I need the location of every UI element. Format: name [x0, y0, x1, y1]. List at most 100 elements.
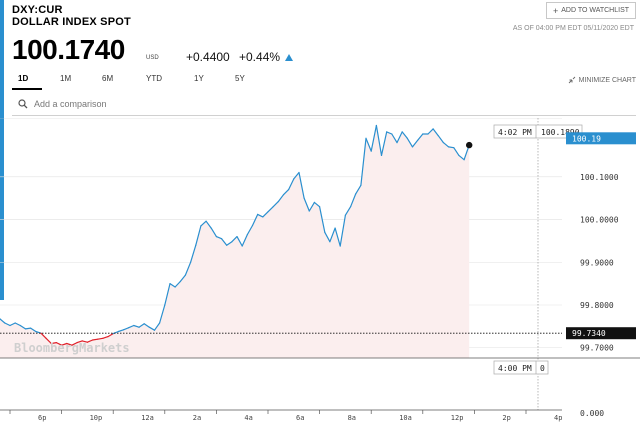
x-axis-labels: 6p 10p 12a 2a 4a 6a 8a 10a 12p 2p 4p — [9, 410, 562, 422]
line-segment — [91, 338, 99, 341]
line-segment — [432, 128, 439, 137]
line-segment — [86, 339, 94, 343]
line-segment — [406, 137, 414, 148]
line-segment — [66, 342, 73, 346]
price-line — [0, 124, 470, 346]
minimize-chart-button[interactable]: MINIMIZE CHART — [568, 76, 636, 84]
add-to-watchlist-button[interactable]: + ADD TO WATCHLIST — [546, 2, 636, 19]
line-segment — [4, 322, 11, 327]
x-tick-label-0: 6p — [38, 414, 46, 422]
line-segment — [365, 137, 372, 152]
tab-1m[interactable]: 1M — [60, 74, 72, 83]
tab-1d[interactable]: 1D — [18, 74, 29, 83]
line-segment — [236, 235, 243, 247]
line-segment — [195, 225, 202, 246]
x-tick-label-7: 10a — [399, 414, 412, 422]
line-segment — [370, 124, 377, 152]
line-segment — [272, 200, 279, 208]
line-segment — [313, 201, 321, 208]
line-segment — [0, 318, 6, 324]
line-segment — [458, 154, 465, 161]
line-segment — [107, 333, 114, 338]
line-segment — [14, 322, 21, 327]
line-segment — [50, 342, 58, 345]
line-segment — [40, 332, 47, 339]
last-price-box — [566, 132, 636, 145]
line-segment — [122, 327, 130, 331]
x-tick-label-9: 2p — [502, 414, 510, 422]
y-tick-label-3: 99.8000 — [580, 301, 614, 310]
line-segment — [350, 193, 357, 208]
x-tick-label-1: 10p — [90, 414, 103, 422]
line-segment — [45, 337, 52, 345]
chart-value-labels: 4:02 PM 100.1890 100.19 99.7340 — [466, 124, 636, 340]
line-segment — [427, 128, 434, 135]
currency-label: USD — [146, 55, 159, 61]
line-segment — [437, 135, 444, 144]
line-segment — [360, 137, 367, 186]
price-chart[interactable]: BloombergMarkets 100.1000 100.0000 99.9000… — [0, 118, 640, 428]
add-to-watchlist-label: ADD TO WATCHLIST — [561, 7, 630, 14]
collapse-arrows-icon — [568, 76, 575, 84]
x-tick-label-5: 6a — [296, 414, 304, 422]
tab-6m[interactable]: 6M — [102, 74, 114, 83]
tab-1y[interactable]: 1Y — [194, 74, 204, 83]
line-segment — [179, 274, 186, 283]
line-segment — [200, 220, 207, 227]
line-segment — [303, 197, 310, 212]
x-tick-label-2: 12a — [141, 414, 154, 422]
line-segment — [293, 171, 300, 180]
as-of-timestamp: AS OF 04:00 PM EDT 05/11/2020 EDT — [512, 25, 634, 32]
cursor-value: 100.1890 — [541, 128, 580, 137]
line-segment — [153, 322, 161, 331]
line-segment — [241, 233, 248, 247]
line-segment — [221, 238, 228, 246]
line-segment — [298, 171, 305, 199]
line-segment — [55, 342, 63, 346]
line-segment — [174, 280, 181, 288]
line-segment — [288, 178, 295, 191]
line-segment — [148, 326, 156, 331]
line-segment — [9, 322, 16, 327]
line-segment — [246, 224, 254, 236]
line-segment — [380, 131, 388, 157]
cursor-time: 4:02 PM — [498, 128, 532, 137]
line-segment — [391, 133, 398, 144]
line-segment — [339, 214, 346, 247]
y-tick-label-4: 99.7000 — [580, 344, 614, 353]
volume-value: 0 — [540, 364, 545, 373]
current-point-marker — [466, 141, 473, 149]
line-segment — [277, 194, 285, 203]
line-segment — [257, 213, 264, 218]
x-tick-label-3: 2a — [193, 414, 201, 422]
comparison-search[interactable]: Add a comparison — [12, 92, 636, 116]
line-segment — [102, 336, 109, 339]
last-price-tag: 100.19 — [572, 134, 601, 143]
line-segment — [319, 206, 326, 233]
y-tick-label-1: 100.0000 — [580, 216, 619, 225]
line-segment — [76, 340, 83, 344]
line-segment — [71, 342, 78, 346]
line-segment — [324, 231, 331, 243]
line-segment — [411, 139, 419, 148]
line-segment — [355, 184, 362, 195]
line-segment — [282, 188, 290, 196]
line-segment — [24, 327, 32, 330]
previous-close-box — [566, 327, 636, 340]
watermark: BloombergMarkets — [14, 341, 130, 355]
line-segment — [334, 227, 341, 247]
line-segment — [417, 133, 424, 141]
tab-ytd[interactable]: YTD — [146, 74, 162, 83]
line-segment — [159, 304, 166, 324]
tab-5y[interactable]: 5Y — [235, 74, 245, 83]
plus-icon: + — [552, 5, 559, 16]
x-tick-label-4: 4a — [244, 414, 252, 422]
line-segment — [30, 327, 37, 333]
line-segment — [184, 261, 192, 276]
security-name: DOLLAR INDEX SPOT — [12, 16, 131, 28]
search-icon — [18, 98, 28, 108]
y-tick-label-2: 99.9000 — [580, 258, 614, 267]
line-segment — [128, 324, 135, 329]
line-segment — [401, 131, 408, 139]
line-segment — [190, 244, 197, 263]
